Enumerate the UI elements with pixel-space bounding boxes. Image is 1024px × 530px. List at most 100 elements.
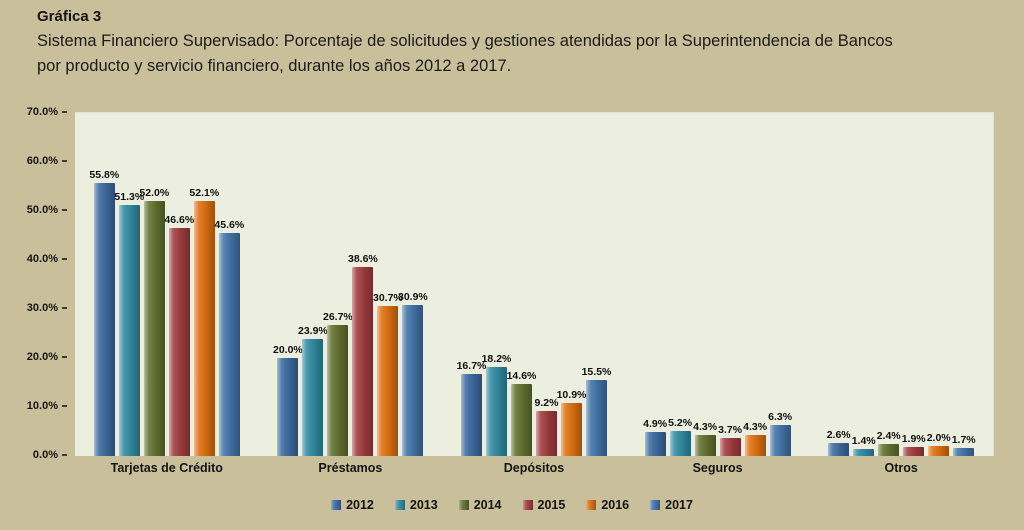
bar-2014: 26.7% [323, 311, 353, 456]
bar-2017: 30.9% [398, 291, 428, 456]
bar-2014: 52.0% [139, 187, 169, 456]
y-tick-mark [62, 405, 67, 407]
bar-value-label: 18.2% [481, 352, 512, 365]
bar-2017: 15.5% [582, 366, 611, 456]
bar-value-label: 23.9% [298, 324, 328, 337]
legend-item-2016: 2016 [586, 498, 629, 512]
chart-number-label: Gráfica 3 [37, 8, 102, 25]
legend-item-2014: 2014 [458, 498, 502, 512]
bar-2016: 10.9% [557, 389, 586, 456]
bar-value-label: 4.3% [743, 420, 768, 433]
bar-2012: 55.8% [89, 169, 119, 456]
legend-swatch-icon [586, 500, 597, 510]
bar-value-label: 52.0% [139, 187, 170, 200]
bar-value-label: 30.7% [373, 291, 403, 304]
bar-value-label: 26.7% [323, 311, 353, 324]
bar-value-label: 38.6% [348, 252, 378, 265]
y-tick-mark [62, 209, 67, 211]
legend-label: 2016 [601, 498, 630, 512]
y-tick-mark [62, 111, 67, 113]
bar-2015: 46.6% [164, 214, 194, 456]
legend-label: 2015 [537, 498, 566, 512]
bar-2012: 16.7% [457, 360, 486, 456]
bar-2015: 38.6% [348, 253, 378, 456]
x-category-label: Seguros [692, 461, 743, 475]
y-tick-label: 0.0% [32, 449, 58, 461]
bar-2017: 6.3% [768, 411, 792, 456]
bar-value-label: 45.6% [214, 218, 245, 231]
legend-swatch-icon [394, 500, 405, 510]
bar-value-label: 51.3% [114, 190, 145, 203]
x-axis-labels: Tarjetas de Crédito Préstamos Depósitos Seg… [75, 461, 993, 475]
legend-label: 2017 [665, 498, 693, 512]
legend-swatch-icon [650, 500, 661, 510]
bar-2015: 1.9% [902, 433, 926, 456]
bar-value-label: 4.3% [693, 420, 718, 433]
bar-group: 16.7% 18.2% 14.6% 9.2% 10.9% 15.5% [442, 113, 626, 456]
bar-value-label: 3.7% [718, 423, 743, 436]
legend-item-2012: 2012 [331, 498, 374, 512]
x-category-label: Tarjetas de Crédito [110, 461, 223, 475]
bar-2014: 2.4% [877, 430, 901, 456]
y-tick-mark [62, 160, 67, 162]
bar-value-label: 15.5% [581, 366, 612, 379]
bar-value-label: 20.0% [273, 344, 303, 356]
y-tick-label: 10.0% [26, 400, 58, 412]
bar-2012: 2.6% [827, 429, 851, 456]
bar-2013: 51.3% [114, 191, 144, 456]
legend-swatch-icon [331, 500, 342, 510]
legend-item-2015: 2015 [522, 498, 566, 512]
y-tick-label: 30.0% [26, 302, 58, 314]
bar-group: 4.9% 5.2% 4.3% 3.7% 4.3% 6.3% [626, 113, 810, 456]
bar-value-label: 55.8% [89, 168, 120, 181]
bar-2017: 1.7% [952, 434, 976, 456]
x-category-label: Otros [884, 461, 918, 475]
legend: 2012 2013 2014 2015 2016 2017 [0, 498, 1024, 512]
legend-item-2017: 2017 [650, 498, 693, 512]
y-tick-mark [62, 356, 67, 358]
bar-value-label: 30.9% [398, 290, 428, 303]
chart-title: Sistema Financiero Supervisado: Porcenta… [37, 29, 1022, 79]
plot-area: 55.8% 51.3% 52.0% 46.6% 52.1% 45.6% 20.0% 23.9%… [75, 112, 994, 456]
y-axis: 0.0% 10.0% 20.0% 30.0% 40.0% 50.0% 60.0% 70.0% [0, 106, 58, 461]
bar-2017: 45.6% [214, 219, 244, 456]
bar-value-label: 1.9% [901, 432, 926, 445]
y-axis-ticks [62, 111, 71, 456]
bar-value-label: 16.7% [456, 360, 487, 373]
bar-value-label: 10.9% [556, 388, 587, 401]
bar-value-label: 5.2% [668, 416, 693, 429]
y-tick-label: 60.0% [26, 155, 58, 167]
bar-2014: 4.3% [693, 421, 717, 456]
bar-2013: 18.2% [482, 353, 511, 456]
bar-value-label: 6.3% [768, 411, 793, 424]
y-tick-mark [62, 454, 67, 456]
bar-value-label: 1.4% [851, 435, 876, 448]
bar-2016: 52.1% [189, 187, 219, 456]
y-tick-label: 20.0% [26, 351, 58, 363]
x-category-label: Depósitos [503, 461, 565, 475]
bar-2016: 2.0% [927, 432, 951, 456]
legend-label: 2014 [473, 498, 502, 512]
bar-2013: 23.9% [298, 325, 328, 456]
bar-group: 20.0% 23.9% 26.7% 38.6% 30.7% 30.9% [259, 113, 443, 456]
bar-2012: 20.0% [273, 344, 303, 456]
y-tick-mark [62, 307, 67, 309]
bar-value-label: 4.9% [643, 418, 668, 430]
y-tick-label: 40.0% [26, 253, 58, 265]
legend-swatch-icon [458, 500, 469, 510]
bar-group: 2.6% 1.4% 2.4% 1.9% 2.0% 1.7% [809, 113, 993, 456]
bar-2015: 9.2% [535, 397, 558, 456]
y-tick-label: 50.0% [26, 204, 58, 216]
bar-group: 55.8% 51.3% 52.0% 46.6% 52.1% 45.6% [75, 113, 259, 456]
bar-value-label: 2.4% [876, 430, 901, 443]
bar-2015: 3.7% [718, 424, 742, 456]
chart-title-line1: Sistema Financiero Supervisado: Porcenta… [37, 32, 893, 50]
bar-2014: 14.6% [507, 370, 536, 456]
bar-value-label: 9.2% [534, 396, 559, 409]
bar-2013: 1.4% [852, 435, 876, 456]
bar-2016: 30.7% [373, 292, 403, 456]
chart-title-line2: por producto y servicio financiero, dura… [37, 57, 512, 75]
legend-swatch-icon [522, 500, 533, 510]
y-tick-mark [62, 258, 67, 260]
